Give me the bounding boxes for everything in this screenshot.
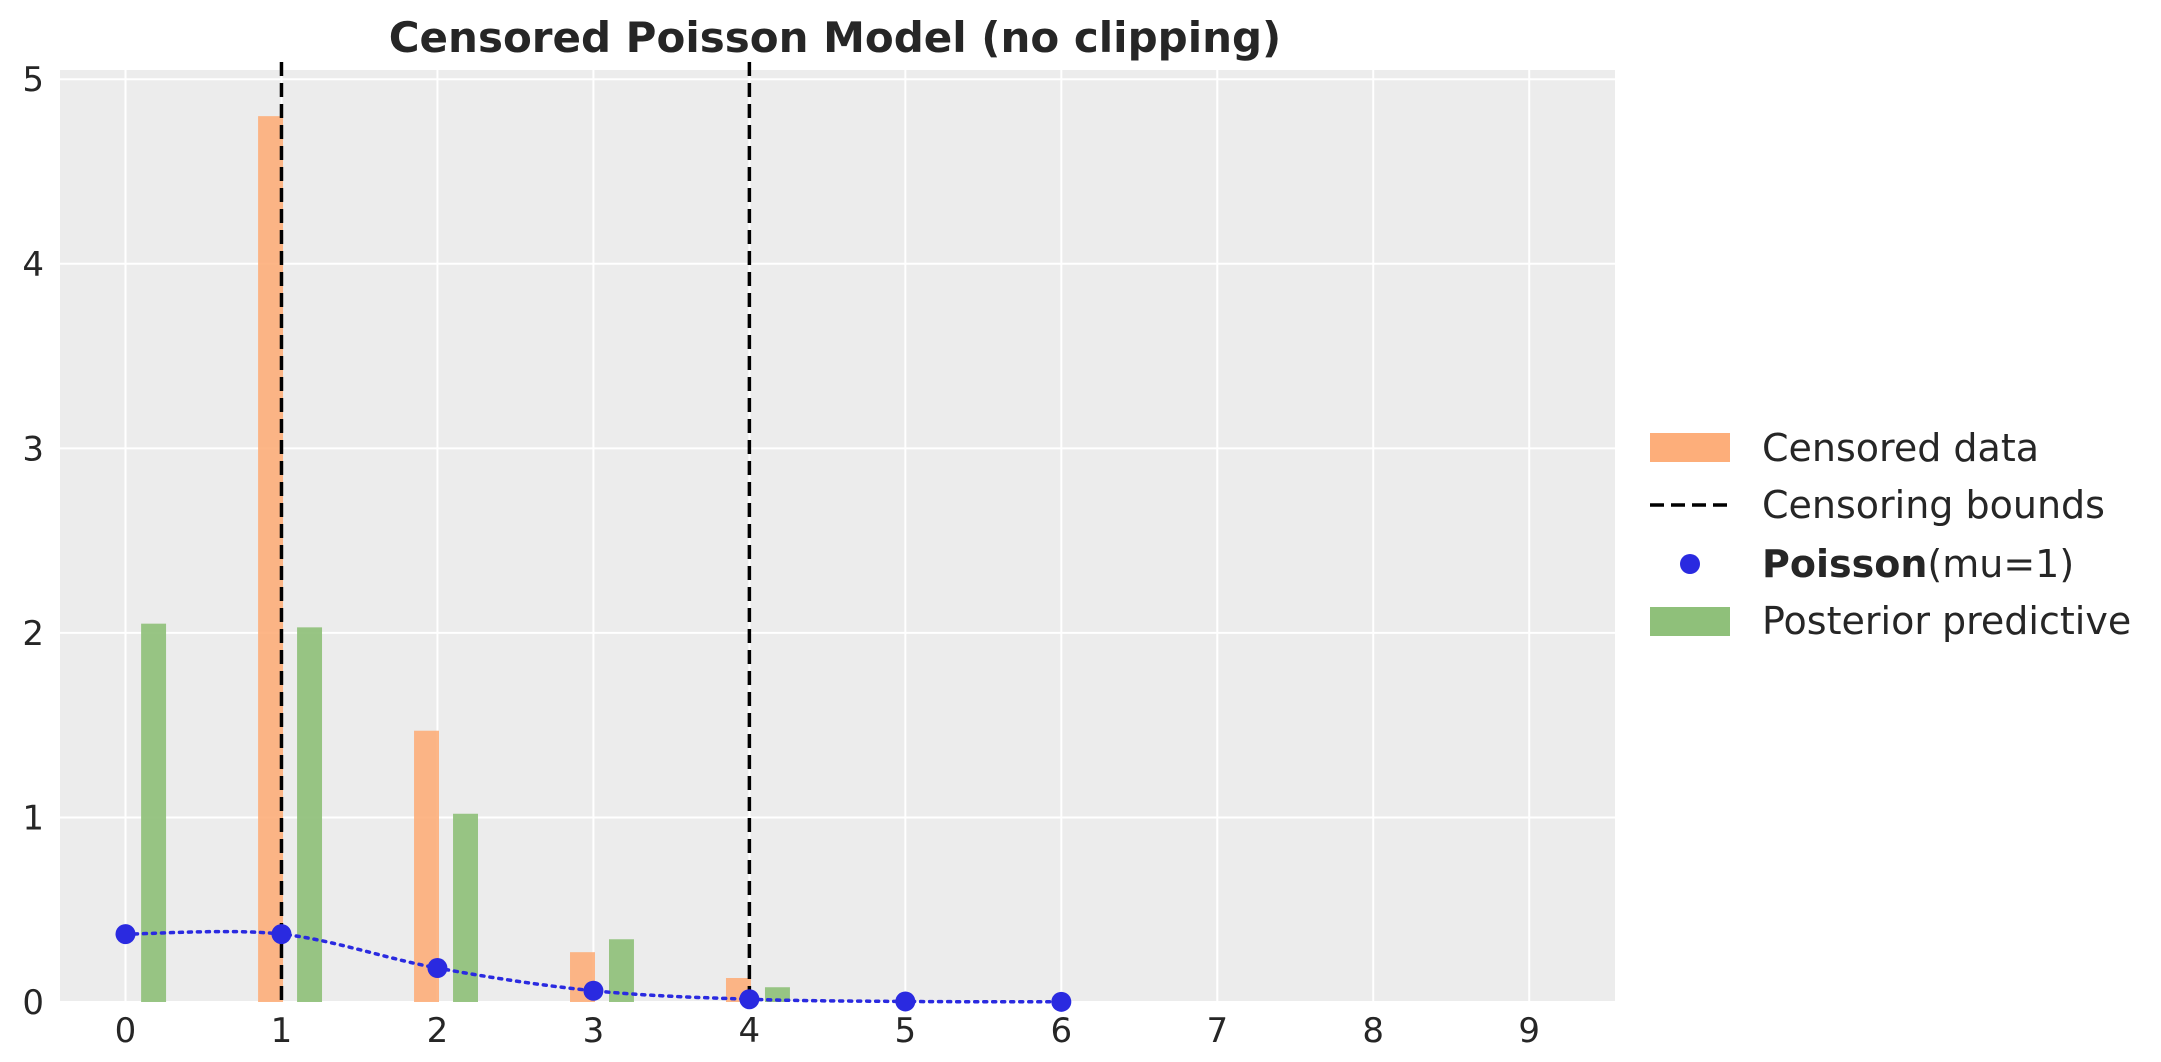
plot-area: [60, 70, 1615, 1002]
y-tick-label: 4: [22, 245, 44, 285]
posterior-predictive-bar: [609, 939, 634, 1002]
censoring-bounds-lines: [279, 62, 752, 1002]
x-tick-label: 5: [895, 1011, 917, 1051]
posterior-predictive-bar: [141, 623, 167, 1002]
poisson-point: [271, 924, 292, 945]
poisson-point: [427, 958, 448, 979]
censored-data-bar: [258, 116, 284, 1002]
x-tick-label: 8: [1362, 1011, 1384, 1051]
x-tick-label: 6: [1050, 1011, 1072, 1051]
censored-data-bar: [414, 730, 440, 1002]
poisson-points: [115, 924, 1072, 1012]
bars: [141, 116, 790, 1002]
y-tick-label: 3: [22, 429, 44, 469]
legend-label-poisson-name: Poisson: [1762, 542, 1927, 586]
legend-swatch-poisson: [1680, 554, 1700, 574]
y-tick-label: 2: [22, 614, 44, 654]
legend-label-censoring-bounds: Censoring bounds: [1762, 483, 2105, 527]
x-tick-label: 0: [115, 1011, 137, 1051]
legend: Censored data Censoring bounds Poisson(m…: [1650, 426, 2131, 643]
legend-swatch-posterior-predictive: [1650, 607, 1730, 636]
poisson-point: [583, 980, 604, 1001]
y-tick-label: 1: [22, 798, 44, 838]
poisson-point: [115, 924, 136, 945]
x-tick-label: 9: [1518, 1011, 1540, 1051]
x-tick-label: 7: [1206, 1011, 1228, 1051]
chart-title: Censored Poisson Model (no clipping): [389, 13, 1282, 62]
x-tick-label: 4: [739, 1011, 761, 1051]
legend-label-poisson-params: (mu=1): [1927, 542, 2074, 586]
legend-swatch-censored-data: [1650, 433, 1730, 462]
grid-lines: [60, 70, 1615, 1003]
y-tick-label: 0: [22, 983, 44, 1023]
posterior-predictive-bar: [297, 627, 323, 1002]
y-axis-ticks: 0 1 2 3 4 5: [22, 60, 44, 1023]
x-tick-label: 3: [583, 1011, 605, 1051]
legend-label-posterior-predictive: Posterior predictive: [1762, 599, 2131, 643]
poisson-point: [739, 989, 760, 1010]
poisson-point: [1051, 991, 1072, 1012]
poisson-point: [895, 991, 916, 1012]
y-tick-label: 5: [22, 60, 44, 100]
x-tick-label: 1: [271, 1011, 293, 1051]
legend-label-censored-data: Censored data: [1762, 426, 2039, 470]
x-axis-ticks: 0 1 2 3 4 5 6 7 8 9: [115, 1011, 1540, 1051]
legend-label-poisson: Poisson(mu=1): [1762, 542, 2074, 586]
x-tick-label: 2: [427, 1011, 449, 1051]
